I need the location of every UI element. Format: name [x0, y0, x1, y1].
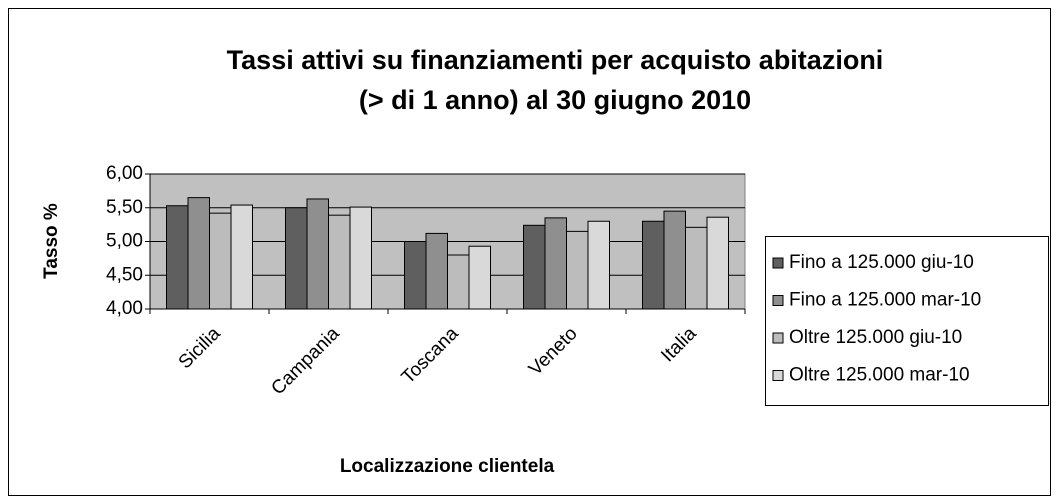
legend-label: Oltre 125.000 giu-10 — [789, 327, 962, 348]
legend-swatch — [772, 370, 784, 381]
bar — [187, 197, 210, 310]
legend-swatch — [772, 257, 784, 269]
y-axis-title: Tasso % — [41, 203, 62, 279]
chart-title: (> di 1 anno) al 30 giugno 2010 — [359, 85, 751, 115]
bar — [587, 220, 610, 310]
bar — [642, 220, 665, 310]
bar — [285, 207, 308, 310]
bar — [425, 232, 448, 310]
bar — [306, 198, 329, 310]
bar — [663, 210, 686, 310]
legend-swatch — [772, 295, 784, 306]
y-tick-label: 5,50 — [106, 197, 143, 218]
bar — [349, 206, 372, 310]
bar — [685, 226, 708, 310]
bar — [166, 205, 189, 310]
bar — [209, 212, 232, 310]
legend-label: Fino a 125.000 mar-10 — [789, 290, 981, 311]
legend-label: Fino a 125.000 giu-10 — [789, 252, 974, 273]
bar — [447, 254, 470, 310]
bar — [566, 230, 589, 310]
chart-title: Tassi attivi su finanziamenti per acquis… — [227, 45, 884, 75]
bar — [404, 241, 427, 310]
bar — [328, 214, 351, 310]
bar — [544, 217, 567, 310]
legend-box — [765, 236, 1049, 406]
bar — [230, 204, 253, 310]
legend-label: Oltre 125.000 mar-10 — [789, 365, 970, 386]
bar — [706, 216, 729, 310]
bar — [523, 224, 546, 310]
x-axis-title: Localizzazione clientela — [340, 456, 555, 477]
y-tick-label: 5,00 — [106, 231, 143, 252]
y-tick-label: 4,00 — [106, 298, 143, 319]
y-tick-label: 4,50 — [106, 264, 143, 285]
y-tick-label: 6,00 — [106, 163, 143, 184]
bar — [468, 245, 491, 310]
legend-swatch — [772, 332, 784, 344]
